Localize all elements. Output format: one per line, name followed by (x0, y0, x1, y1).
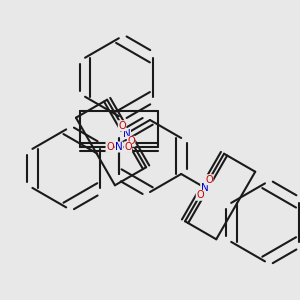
Text: O: O (106, 142, 114, 152)
Text: O: O (124, 142, 132, 152)
Text: N: N (201, 182, 208, 193)
Text: N: N (115, 142, 123, 152)
Text: O: O (205, 175, 213, 185)
Text: O: O (196, 190, 204, 200)
Text: N: N (123, 128, 130, 139)
Text: O: O (118, 121, 126, 131)
Text: O: O (127, 136, 135, 146)
